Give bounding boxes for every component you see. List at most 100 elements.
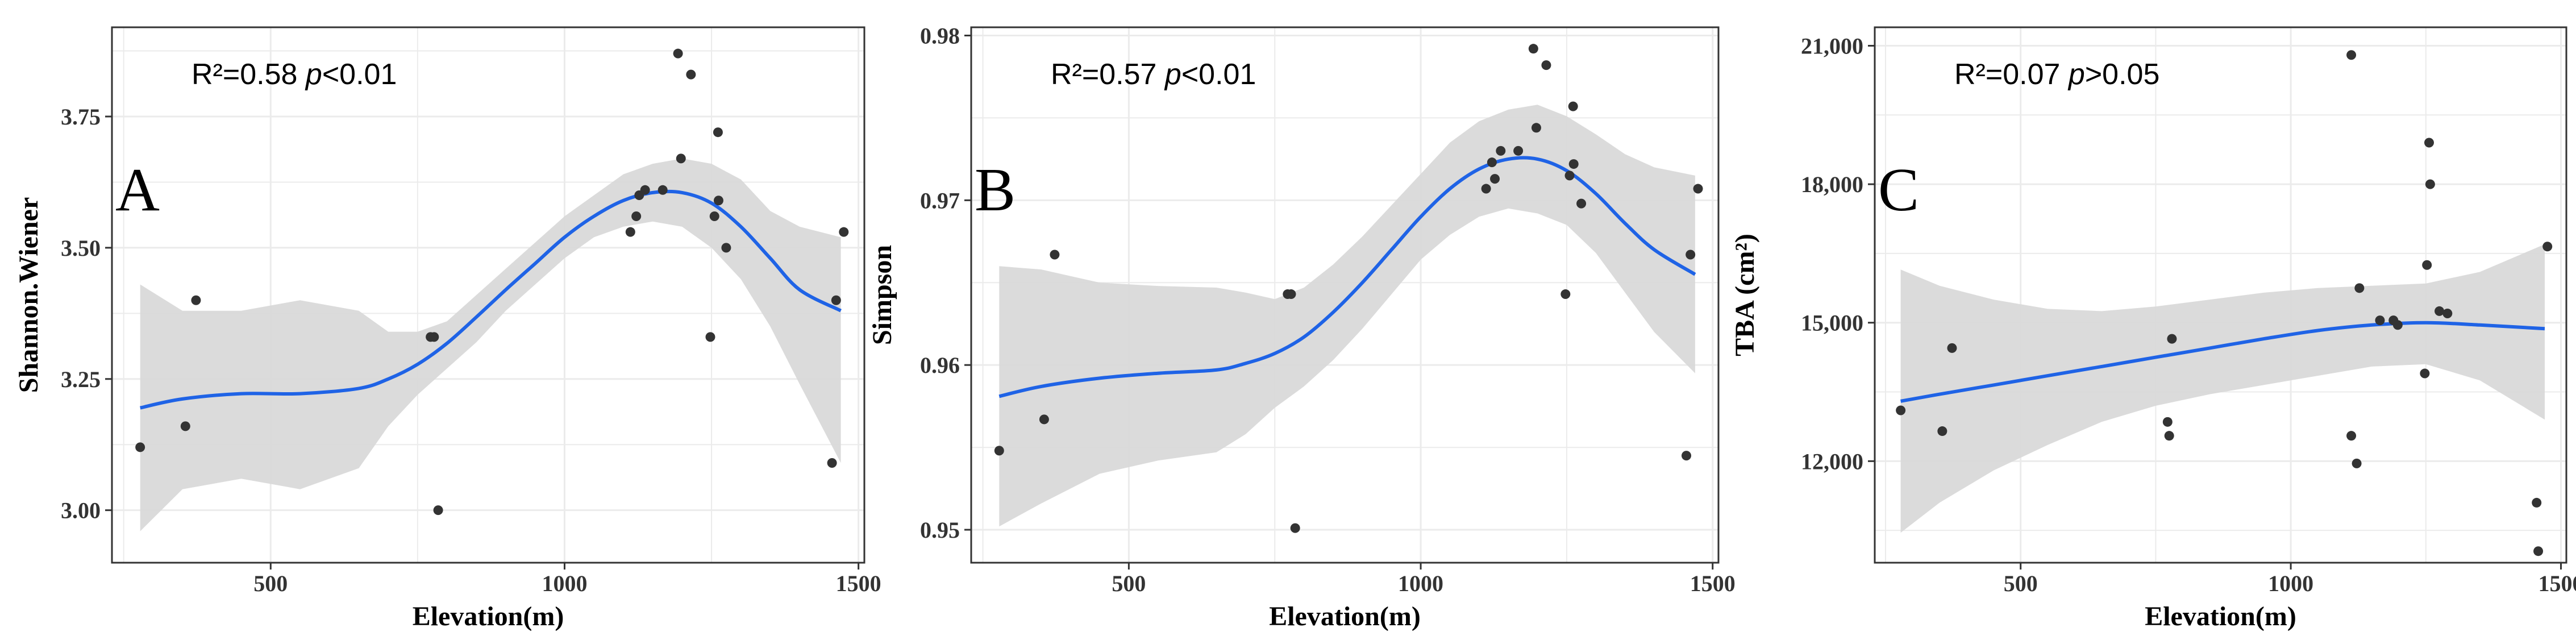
data-point [1039,414,1049,425]
fit-line [1900,321,2545,403]
data-point [713,196,723,206]
data-point [2346,431,2357,441]
data-point [686,69,696,80]
data-point [1681,451,1691,461]
data-point [2434,306,2445,316]
data-point [1560,289,1571,300]
data-point [1568,101,1578,111]
y-tick-label: 3.50 [61,235,101,261]
confidence-band [1900,244,2545,533]
data-point [1686,250,1696,260]
y-tick-label: 21,000 [1801,33,1863,59]
data-point [640,185,650,195]
panel-c: 500 1000 1500 12,000 15,000 18,000 21,000 Eleva… [1730,26,2576,631]
data-point [2164,431,2174,441]
data-point [1490,174,1500,184]
panel-letter: A [115,156,160,224]
p-symbol: p [305,58,322,91]
y-axis-title: Simpson [867,245,897,345]
y-tick-label: 15,000 [1801,310,1863,336]
data-point [1286,289,1296,300]
y-tick-label: 12,000 [1801,448,1863,474]
data-point [2422,260,2432,270]
data-point [1937,426,1947,437]
data-point [1531,123,1541,133]
panel-frame [970,26,1720,564]
panel-letter: C [1878,156,1919,224]
x-tick-label: 1000 [2268,571,2313,596]
p-symbol: p [2067,58,2085,91]
fit-line [140,189,842,410]
data-point [705,332,715,342]
data-point [1496,146,1506,156]
y-tick-label: 18,000 [1801,172,1863,197]
data-point [1481,184,1491,194]
panel-letter: B [975,156,1016,224]
r-squared-text: R²=0.58 [192,58,306,91]
data-point [2424,138,2434,148]
data-point [831,295,841,305]
x-tick-label: 1500 [836,571,881,596]
data-point [2425,179,2435,189]
data-point [2532,497,2542,508]
data-point [2542,242,2553,252]
data-point [1693,184,1703,194]
data-point [2442,308,2453,318]
data-point [2392,320,2403,330]
panel-frame [111,26,865,564]
x-tick-label: 1000 [542,571,587,596]
data-point [1528,44,1538,54]
data-point [709,211,719,221]
data-point [713,127,723,138]
data-point [827,458,837,468]
y-tick-label: 0.97 [920,188,960,213]
data-point [2346,50,2357,60]
y-tick-label: 0.95 [920,517,960,543]
data-point [1947,343,1957,353]
data-point [839,227,849,237]
data-point [2352,458,2362,468]
data-point [429,332,439,342]
data-point [1568,159,1579,169]
data-point [1576,198,1587,209]
data-point [2420,368,2430,379]
stats-annotation: R²=0.57 p<0.01 [1051,58,1256,91]
y-tick-label: 0.98 [920,23,960,48]
y-tick-label: 3.25 [61,367,101,392]
y-tick-label: 3.00 [61,498,101,523]
data-point [180,421,190,431]
data-point [1487,157,1497,168]
x-tick-label: 500 [2004,571,2038,596]
data-point [676,153,686,164]
y-tick-label: 3.75 [61,104,101,130]
y-axis-title: Shannon.Wiener [14,197,44,393]
panel-a: 500 1000 1500 3.00 3.25 3.50 3.75 Elevation(m) S… [14,26,881,631]
x-tick-label: 500 [1112,571,1146,596]
confidence-band [999,105,1695,527]
data-point [2354,283,2365,293]
panel-b: 500 1000 1500 0.95 0.96 0.97 0.98 Elevation(m) S… [867,23,1736,631]
p-symbol: p [1164,58,1181,91]
data-point [1290,523,1300,533]
panel-frame [1874,26,2567,564]
data-point [191,295,201,305]
stats-annotation: R²=0.07 p>0.05 [1954,58,2159,91]
x-tick-label: 1000 [1398,571,1443,596]
data-point [673,48,683,59]
fit-line [998,156,1696,398]
y-tick-label: 0.96 [920,352,960,378]
data-point [994,446,1004,456]
data-point [1564,171,1575,181]
p-value-text: <0.01 [1181,58,1256,91]
x-tick-label: 1500 [1690,571,1736,596]
data-point [1050,250,1060,260]
r-squared-text: R²=0.57 [1051,58,1165,91]
confidence-band [140,158,841,531]
x-tick-label: 1500 [2538,571,2576,596]
data-point [1541,60,1551,70]
p-value-text: >0.05 [2085,58,2160,91]
data-point [433,505,443,516]
stats-annotation: R²=0.58 p<0.01 [192,58,397,91]
x-axis-title: Elevation(m) [1269,601,1421,631]
